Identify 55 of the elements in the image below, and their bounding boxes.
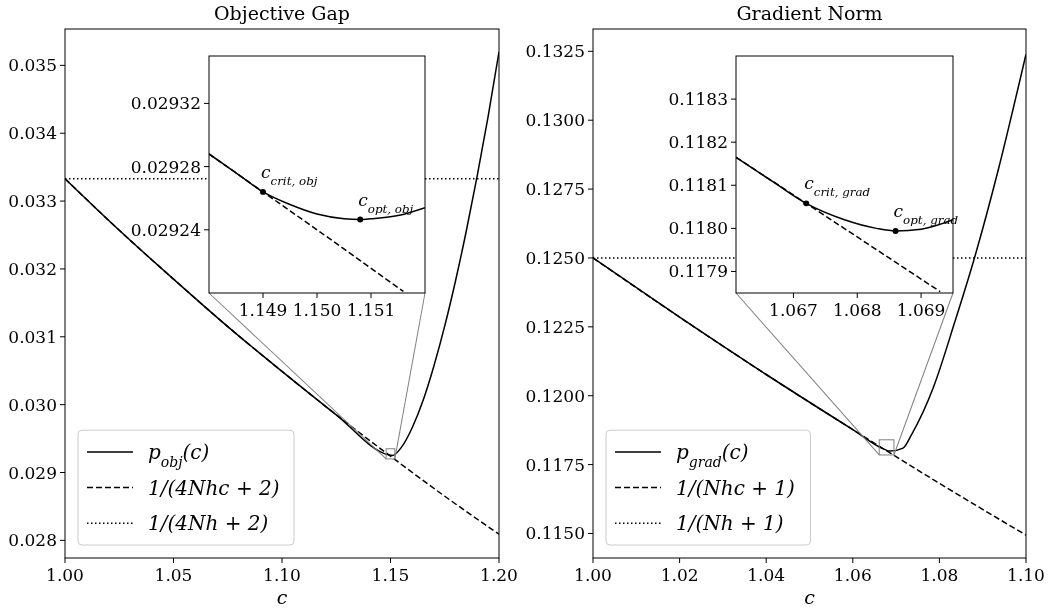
- x-tick-label: 1.00: [574, 565, 612, 585]
- x-axis-title: c: [276, 586, 288, 608]
- y-tick-label: 0.031: [8, 326, 57, 347]
- x-tick-label: 1.04: [747, 565, 786, 585]
- y-tick-label: 0.033: [8, 191, 57, 212]
- x-tick-label: 1.149: [238, 300, 288, 320]
- annotation: c$_{crit, obj}$: [261, 161, 318, 188]
- x-tick-label: 1.151: [346, 300, 396, 320]
- y-tick-label: 0.02932: [130, 93, 201, 114]
- x-tick-label: 1.069: [896, 300, 946, 320]
- x-tick-label: 1.150: [292, 300, 342, 320]
- x-tick-label: 1.15: [371, 565, 410, 585]
- x-tick-label: 1.067: [769, 300, 818, 320]
- x-tick-label: 1.00: [46, 565, 84, 585]
- y-tick-label: 0.1275: [525, 179, 585, 200]
- y-tick-label: 0.02928: [130, 156, 201, 177]
- y-tick-label: 0.032: [8, 258, 57, 279]
- x-tick-label: 1.05: [154, 565, 193, 585]
- y-tick-label: 0.1179: [668, 261, 728, 282]
- annotation: c$_{opt, grad}$: [893, 200, 959, 227]
- y-tick-label: 0.1250: [525, 247, 585, 268]
- y-tick-label: 0.1180: [668, 218, 728, 239]
- x-tick-label: 1.068: [832, 300, 882, 320]
- legend-label: 1/(Nhc + 1): [676, 475, 795, 500]
- x-tick-label: 1.20: [480, 565, 518, 585]
- x-tick-label: 1.06: [833, 565, 872, 585]
- y-tick-label: 0.1175: [525, 454, 585, 475]
- legend-label: 1/(4Nhc + 2): [148, 475, 280, 500]
- y-tick-label: 0.1200: [525, 385, 585, 406]
- y-tick-label: 0.1181: [668, 175, 728, 196]
- y-tick-label: 0.1182: [668, 132, 728, 153]
- annotation: c$_{crit, grad}$: [804, 173, 871, 200]
- y-tick-label: 0.1225: [525, 316, 585, 337]
- legend-label: p$_{grad}$(c): [676, 440, 749, 470]
- x-tick-label: 1.10: [263, 565, 301, 585]
- x-tick-label: 1.08: [920, 565, 959, 585]
- legend-label: 1/(4Nh + 2): [148, 511, 269, 536]
- y-tick-label: 0.034: [8, 123, 57, 144]
- y-tick-label: 0.1325: [525, 41, 585, 62]
- chart-title: Objective Gap: [214, 2, 350, 24]
- y-tick-label: 0.035: [8, 55, 57, 76]
- y-tick-label: 0.1300: [525, 110, 585, 131]
- x-axis-title: c: [804, 586, 816, 608]
- y-tick-label: 0.02924: [130, 219, 201, 240]
- legend-label: 1/(Nh + 1): [676, 511, 784, 536]
- y-tick-label: 0.028: [8, 530, 57, 551]
- y-tick-label: 0.029: [8, 462, 57, 483]
- chart-title: Gradient Norm: [736, 2, 883, 24]
- y-tick-label: 0.1150: [525, 523, 585, 544]
- x-tick-label: 1.10: [1007, 565, 1045, 585]
- x-tick-label: 1.02: [660, 565, 699, 585]
- annotation: c$_{opt, obj}$: [358, 189, 414, 216]
- y-tick-label: 0.030: [8, 394, 57, 415]
- y-tick-label: 0.1183: [668, 89, 728, 110]
- legend-label: p$_{obj}$(c): [148, 440, 210, 470]
